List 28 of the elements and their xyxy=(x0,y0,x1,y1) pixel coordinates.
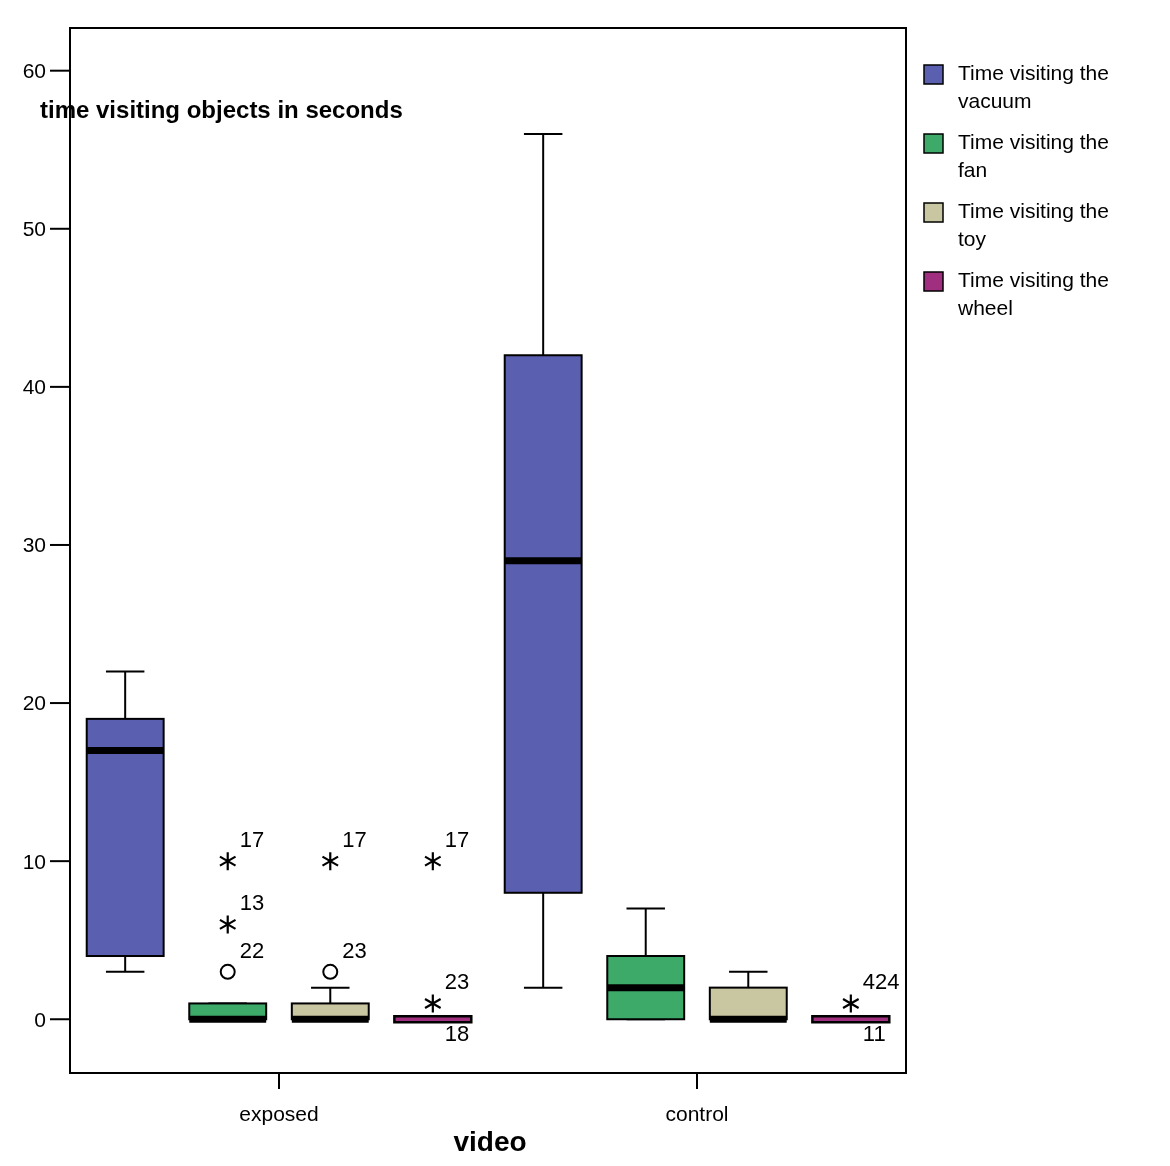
y-tick-label: 50 xyxy=(22,217,46,241)
legend-label: Time visiting the toy xyxy=(958,199,1109,250)
x-axis-title: video xyxy=(453,1126,527,1157)
legend-label: Time visiting the vacuum xyxy=(958,61,1109,112)
x-tick-label: exposed xyxy=(239,1102,319,1125)
annotation: 23 xyxy=(342,937,367,963)
y-tick-label: 10 xyxy=(22,849,46,873)
legend-entry: Time visiting the fan xyxy=(923,130,1109,181)
legend-label: Time visiting the fan xyxy=(958,130,1109,181)
y-tick-label: 0 xyxy=(34,1007,46,1031)
y-tick-label: 40 xyxy=(22,375,46,399)
y-tick-label: 30 xyxy=(22,533,46,557)
legend-label: Time visiting the wheel xyxy=(957,268,1109,319)
legend-entry: Time visiting the wheel xyxy=(923,268,1109,319)
annotation: 17 xyxy=(444,827,470,853)
y-tick-label: 60 xyxy=(22,59,46,83)
annotation: 13 xyxy=(239,890,265,916)
legend-entry: Time visiting the vacuum xyxy=(923,61,1109,112)
annotation: 18 xyxy=(444,1021,470,1047)
legend-entry: Time visiting the toy xyxy=(923,199,1109,250)
annotation: 11 xyxy=(862,1021,886,1047)
annotation: 17 xyxy=(239,827,265,853)
y-tick-label: 20 xyxy=(22,691,46,715)
x-tick-label: control xyxy=(665,1102,729,1125)
annotation: 22 xyxy=(239,937,265,963)
annotation: 23 xyxy=(444,969,470,995)
annotation: 17 xyxy=(342,827,367,853)
annotation: 424 xyxy=(862,969,900,995)
